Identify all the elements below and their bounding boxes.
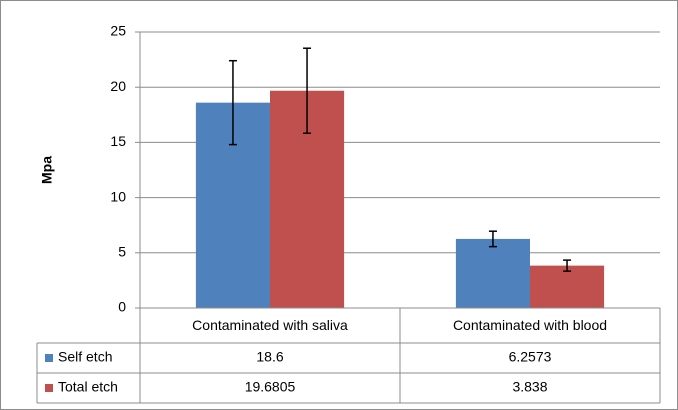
y-tick-label: 5 (118, 244, 126, 260)
y-tick-label: 0 (118, 299, 126, 315)
table-value: 18.6 (256, 349, 283, 365)
error-bar (303, 47, 312, 134)
bar (530, 265, 605, 308)
legend-swatch (45, 384, 53, 392)
y-tick-label: 15 (110, 133, 126, 149)
error-bar (563, 259, 572, 272)
bar (455, 238, 530, 308)
y-tick-label: 10 (110, 188, 126, 204)
y-axis-label: Mpa (39, 156, 55, 184)
legend-label: Self etch (58, 349, 112, 365)
y-tick-label: 20 (110, 78, 126, 94)
table-value: 19.6805 (245, 379, 296, 395)
error-bar (488, 230, 497, 248)
x-tick-label: Contaminated with blood (453, 317, 607, 333)
legend-label: Total etch (58, 379, 118, 395)
y-tick-label: 25 (110, 23, 126, 39)
table-value: 3.838 (512, 379, 547, 395)
x-tick-label: Contaminated with saliva (192, 317, 348, 333)
legend-swatch (45, 354, 53, 362)
error-bar (228, 59, 237, 146)
table-value: 6.2573 (509, 349, 552, 365)
